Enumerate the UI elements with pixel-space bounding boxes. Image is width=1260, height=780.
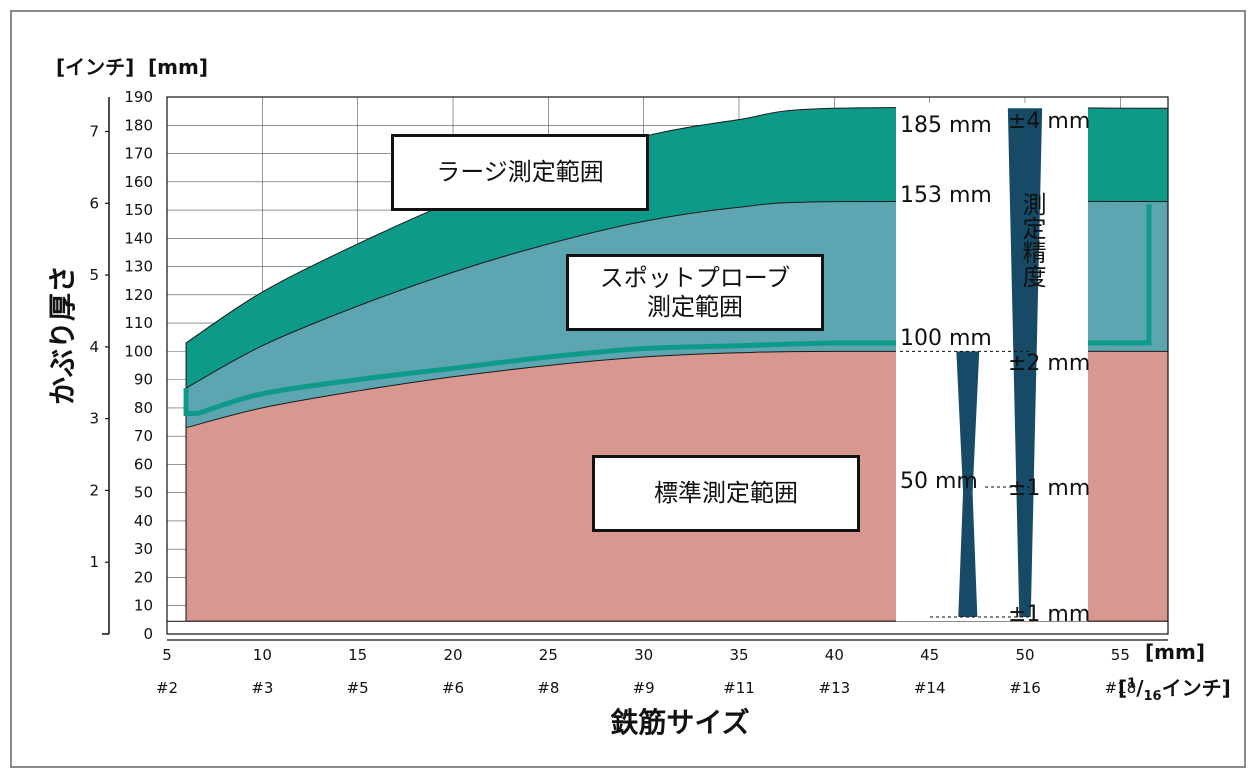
label-standard-range-text: 標準測定範囲	[654, 479, 798, 508]
y-tick-label-mm: 90	[134, 371, 153, 389]
y-tick-label-inch: 5	[89, 266, 99, 284]
x-tick-label-bar: #11	[723, 679, 755, 697]
y-tick-label-mm: 50	[134, 484, 153, 502]
y-tick-label-mm: 160	[124, 173, 153, 191]
tolerance-label-4mm: ±4 mm	[1008, 109, 1090, 134]
y-unit-mm: [mm]	[148, 55, 208, 79]
x-tick-label-bar: #16	[1009, 679, 1041, 697]
accuracy-title: 測定精度	[1018, 192, 1046, 288]
y-tick-label-inch: 2	[89, 481, 99, 499]
x-tick-label-bar: #9	[633, 679, 655, 697]
x-tick-label-mm: 35	[729, 646, 748, 664]
range-label-50: 50 mm	[900, 469, 978, 494]
y-tick-label-mm: 180	[124, 116, 153, 134]
label-standard-range: 標準測定範囲	[592, 455, 860, 532]
x-tick-label-mm: 10	[253, 646, 272, 664]
x-tick-label-mm: 20	[443, 646, 462, 664]
y-tick-label-mm: 20	[134, 568, 153, 586]
x-tick-label-bar: #14	[914, 679, 946, 697]
spot-probe-bracket-left	[183, 340, 835, 417]
y-tick-label-inch: 7	[89, 122, 99, 140]
label-large-range-text: ラージ測定範囲	[436, 158, 604, 187]
label-spot-probe-line1: スポットプローブ	[599, 263, 791, 292]
x-unit-mm: [mm]	[1145, 640, 1205, 664]
x-tick-label-bar: #8	[537, 679, 559, 697]
y-tick-label-mm: 120	[124, 286, 153, 304]
y-tick-label-mm: 140	[124, 229, 153, 247]
x-tick-label-bar: #5	[347, 679, 369, 697]
y-tick-label-inch: 4	[89, 338, 99, 356]
y-tick-label-mm: 70	[134, 427, 153, 445]
x-tick-label-bar: #3	[251, 679, 273, 697]
x-tick-label-mm: 30	[634, 646, 653, 664]
y-tick-label-mm: 60	[134, 455, 153, 473]
y-tick-label-inch: 6	[89, 194, 99, 212]
chart-frame	[10, 10, 1246, 768]
range-label-185: 185 mm	[900, 113, 992, 138]
x-unit-inch: [1/16インチ]	[1118, 672, 1231, 704]
axes	[102, 96, 1169, 641]
x-unit-inch-suffix: インチ]	[1161, 676, 1231, 700]
x-tick-label-mm: 55	[1111, 646, 1130, 664]
x-tick-label-mm: 50	[1015, 646, 1034, 664]
tick-labels: 0102030405060708090100110120130140150160…	[89, 88, 1136, 697]
x-tick-label-bar: #6	[442, 679, 464, 697]
x-tick-label-bar: #2	[156, 679, 178, 697]
y-tick-label-mm: 130	[124, 258, 153, 276]
accuracy-panel	[896, 103, 1088, 622]
y-tick-label-mm: 30	[134, 540, 153, 558]
y-unit-inch: [インチ]	[56, 55, 134, 79]
x-unit-inch-den: 16	[1143, 689, 1162, 704]
y-tick-label-mm: 40	[134, 512, 153, 530]
tolerance-label-2mm: ±2 mm	[1008, 351, 1090, 376]
x-tick-label-mm: 25	[539, 646, 558, 664]
y-tick-label-mm: 150	[124, 201, 153, 219]
y-tick-label-mm: 190	[124, 88, 153, 106]
accuracy-panel-bg	[896, 103, 1088, 622]
range-label-153: 153 mm	[900, 183, 992, 208]
y-tick-label-mm: 170	[124, 145, 153, 163]
x-tick-label-mm: 40	[825, 646, 844, 664]
label-spot-probe-range: スポットプローブ 測定範囲	[566, 254, 824, 331]
y-tick-label-mm: 0	[143, 625, 153, 643]
y-tick-label-mm: 110	[124, 314, 153, 332]
x-tick-label-mm: 5	[162, 646, 172, 664]
x-tick-label-mm: 15	[348, 646, 367, 664]
x-tick-label-bar: #18	[1105, 679, 1137, 697]
tolerance-label-1mm-upper: ±1 mm	[1008, 476, 1090, 501]
y-tick-label-mm: 80	[134, 399, 153, 417]
range-label-100: 100 mm	[900, 326, 992, 351]
y-tick-label-inch: 1	[89, 553, 99, 571]
y-axis-label: かぶり厚さ	[46, 265, 79, 405]
accuracy-wedge-large	[1007, 108, 1043, 618]
x-tick-label-mm: 45	[920, 646, 939, 664]
y-tick-label-inch: 3	[89, 410, 99, 428]
x-tick-label-bar: #13	[819, 679, 851, 697]
y-tick-label-mm: 10	[134, 597, 153, 615]
accuracy-wedge-standard	[956, 351, 980, 618]
y-tick-label-mm: 100	[124, 342, 153, 360]
label-spot-probe-line2: 測定範囲	[647, 292, 743, 321]
tolerance-label-1mm-lower: ±1 mm	[1008, 602, 1090, 627]
x-axis-label: 鉄筋サイズ	[610, 706, 749, 739]
label-large-range: ラージ測定範囲	[391, 134, 649, 211]
plot-border	[166, 96, 1169, 635]
x-unit-inch-open: [	[1118, 676, 1128, 700]
x-unit-inch-slash: /	[1136, 676, 1144, 700]
x-unit-inch-num: 1	[1127, 676, 1137, 692]
